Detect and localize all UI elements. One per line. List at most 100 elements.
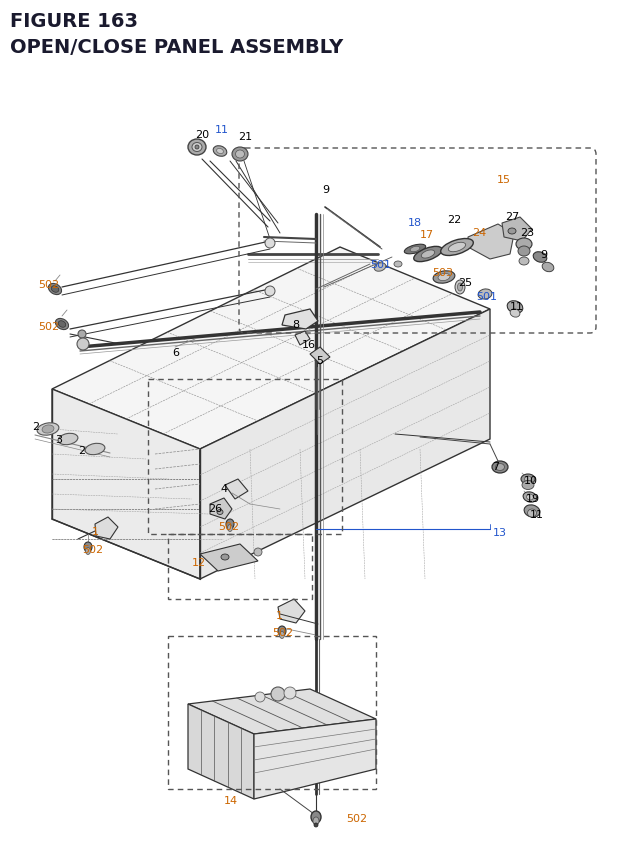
- Ellipse shape: [533, 252, 547, 263]
- Ellipse shape: [216, 149, 223, 154]
- Ellipse shape: [236, 151, 244, 158]
- Polygon shape: [502, 218, 532, 242]
- Ellipse shape: [213, 146, 227, 157]
- Ellipse shape: [37, 424, 59, 436]
- Text: 22: 22: [447, 214, 461, 225]
- Text: 11: 11: [510, 301, 524, 312]
- Circle shape: [78, 331, 86, 338]
- Ellipse shape: [84, 542, 92, 553]
- Ellipse shape: [56, 319, 68, 330]
- Polygon shape: [188, 704, 254, 799]
- Ellipse shape: [313, 817, 319, 825]
- Circle shape: [314, 823, 318, 827]
- Ellipse shape: [527, 494, 534, 500]
- Ellipse shape: [58, 321, 66, 328]
- Ellipse shape: [508, 229, 516, 235]
- Ellipse shape: [413, 247, 442, 263]
- Ellipse shape: [525, 476, 531, 482]
- Polygon shape: [52, 248, 490, 449]
- Text: OPEN/CLOSE PANEL ASSEMBLY: OPEN/CLOSE PANEL ASSEMBLY: [10, 38, 343, 57]
- Ellipse shape: [394, 262, 402, 268]
- Polygon shape: [200, 544, 258, 572]
- Text: 502: 502: [38, 322, 59, 331]
- Circle shape: [255, 692, 265, 703]
- Text: 1: 1: [276, 610, 283, 620]
- Text: 502: 502: [82, 544, 103, 554]
- Polygon shape: [468, 225, 514, 260]
- Text: 9: 9: [540, 250, 547, 260]
- Ellipse shape: [542, 263, 554, 272]
- Ellipse shape: [519, 257, 529, 266]
- Text: 16: 16: [302, 339, 316, 350]
- Text: 19: 19: [526, 493, 540, 504]
- Ellipse shape: [522, 481, 534, 490]
- Text: 20: 20: [195, 130, 209, 139]
- Circle shape: [284, 687, 296, 699]
- Text: 27: 27: [505, 212, 519, 222]
- Ellipse shape: [226, 519, 234, 530]
- Text: 502: 502: [38, 280, 59, 289]
- Ellipse shape: [510, 309, 520, 318]
- Text: 10: 10: [524, 475, 538, 486]
- Ellipse shape: [523, 492, 537, 503]
- Ellipse shape: [404, 245, 426, 255]
- Text: 7: 7: [492, 461, 499, 472]
- Ellipse shape: [495, 464, 504, 471]
- Text: 502: 502: [346, 813, 367, 823]
- Text: 9: 9: [322, 185, 329, 195]
- Ellipse shape: [51, 287, 59, 293]
- Text: 2: 2: [78, 445, 85, 455]
- Ellipse shape: [410, 247, 420, 252]
- Ellipse shape: [438, 274, 450, 282]
- Ellipse shape: [232, 148, 248, 162]
- Circle shape: [271, 687, 285, 701]
- Circle shape: [265, 238, 275, 249]
- Bar: [168, 535, 312, 599]
- Ellipse shape: [221, 554, 229, 561]
- Ellipse shape: [421, 251, 435, 259]
- Text: 25: 25: [458, 278, 472, 288]
- Text: FIGURE 163: FIGURE 163: [10, 12, 138, 31]
- Polygon shape: [95, 517, 118, 539]
- Text: 5: 5: [316, 356, 323, 366]
- Ellipse shape: [449, 243, 466, 252]
- Text: 1: 1: [92, 526, 99, 536]
- Text: 17: 17: [420, 230, 434, 239]
- Ellipse shape: [518, 247, 530, 257]
- Text: 24: 24: [472, 228, 486, 238]
- Polygon shape: [310, 348, 330, 364]
- Polygon shape: [225, 480, 248, 499]
- Bar: [260, 711, 268, 715]
- Ellipse shape: [188, 139, 206, 156]
- Ellipse shape: [478, 289, 492, 300]
- Bar: [168, 636, 376, 789]
- Text: 11: 11: [530, 510, 544, 519]
- Polygon shape: [254, 719, 376, 799]
- Text: 8: 8: [292, 319, 299, 330]
- Ellipse shape: [42, 425, 54, 434]
- Text: 23: 23: [520, 228, 534, 238]
- Text: 26: 26: [208, 504, 222, 513]
- Ellipse shape: [195, 146, 199, 150]
- Polygon shape: [282, 310, 318, 330]
- Ellipse shape: [280, 632, 285, 639]
- Polygon shape: [52, 389, 200, 579]
- Text: 6: 6: [172, 348, 179, 357]
- Text: 502: 502: [218, 522, 239, 531]
- Bar: [148, 380, 342, 535]
- Polygon shape: [295, 331, 310, 345]
- Ellipse shape: [433, 271, 455, 284]
- Ellipse shape: [458, 283, 463, 292]
- Circle shape: [77, 338, 89, 350]
- Text: 3: 3: [55, 435, 62, 444]
- Polygon shape: [278, 599, 305, 623]
- Text: 18: 18: [408, 218, 422, 228]
- Text: 12: 12: [192, 557, 206, 567]
- Ellipse shape: [58, 434, 78, 445]
- Text: 501: 501: [476, 292, 497, 301]
- Text: 503: 503: [432, 268, 453, 278]
- Text: 11: 11: [215, 125, 229, 135]
- Ellipse shape: [524, 505, 540, 517]
- Text: 21: 21: [238, 132, 252, 142]
- Ellipse shape: [217, 510, 223, 515]
